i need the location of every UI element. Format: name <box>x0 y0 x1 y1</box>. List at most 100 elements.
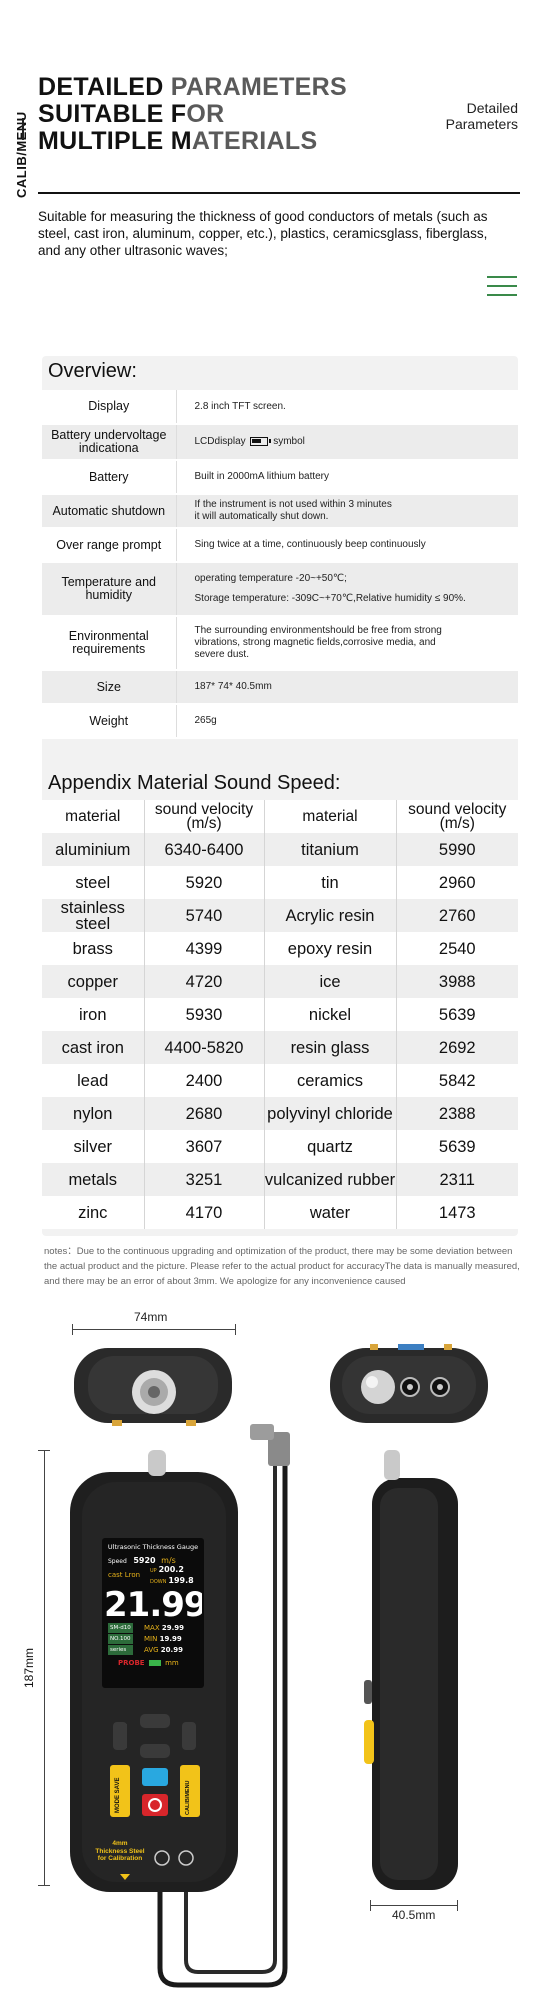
table-row: aluminium 6340-6400 titanium 5990 <box>42 833 518 866</box>
calib-menu-label: CALIB/MENU <box>185 1780 191 1815</box>
up-label: UP <box>150 1568 157 1574</box>
table-row: steel 5920 tin 2960 <box>42 866 518 899</box>
section-label: Detailed Parameters <box>445 100 518 132</box>
spec-value-part: symbol <box>273 436 305 447</box>
title-part: DETAILED <box>38 73 171 101</box>
cell: 3988 <box>438 972 476 991</box>
spec-key: Size <box>42 670 177 704</box>
table-row: Automatic shutdown If the instrument is … <box>42 494 518 528</box>
page-title: DETAILED PARAMETERS SUITABLE FOR MULTIPL… <box>38 74 347 155</box>
table-row: Environmental requirements The surroundi… <box>42 616 518 670</box>
spec-value: operating temperature -20~+50℃; Storage … <box>176 562 518 616</box>
cell: 2400 <box>144 1064 265 1097</box>
cell: water <box>264 1196 397 1229</box>
side-view-device <box>364 1450 458 1890</box>
cell: 2692 <box>438 1038 476 1057</box>
speed-unit: m/s <box>161 1556 176 1565</box>
stats-block: SM-d10 NO.100 series MAX 29.99 MIN 19.99… <box>104 1623 202 1659</box>
cell: brass <box>42 932 145 965</box>
spec-key: Over range prompt <box>42 528 177 562</box>
down-value: 199.8 <box>168 1576 194 1585</box>
calib-label-line: Thickness Steel <box>95 1847 145 1855</box>
width-dimension-line <box>72 1329 236 1330</box>
cell: 5990 <box>438 840 476 859</box>
width-dimension-label: 74mm <box>134 1310 168 1324</box>
cell: silver <box>42 1130 145 1163</box>
intro-text: Suitable for measuring the thickness of … <box>38 209 488 258</box>
cell: quartz <box>264 1130 397 1163</box>
min-label: MIN <box>144 1635 158 1643</box>
cell: 4170 <box>144 1196 265 1229</box>
depth-dimension-line <box>370 1905 458 1906</box>
cell: nylon <box>42 1097 145 1130</box>
side-label: CALIB/MENU <box>6 80 36 200</box>
title-part: ATERIALS <box>191 127 318 155</box>
battery-icon <box>148 1660 161 1666</box>
keypad <box>110 1714 200 1880</box>
cell: 2760 <box>438 906 476 925</box>
table-row: Temperature and humidity operating tempe… <box>42 562 518 616</box>
table-row: cast iron 4400-5820 resin glass 2692 <box>42 1031 518 1064</box>
cell: 5930 <box>144 998 265 1031</box>
table-row: copper 4720 ice 3988 <box>42 965 518 998</box>
cell: 3607 <box>144 1130 265 1163</box>
speed-label: Speed <box>108 1558 127 1565</box>
cell: tin <box>264 866 397 899</box>
spec-value: The surrounding environmentshould be fre… <box>194 625 442 660</box>
column-header: sound velocity (m/s) <box>408 800 507 832</box>
cell: metals <box>42 1163 145 1196</box>
cell: cast iron <box>42 1031 145 1064</box>
table-row: lead 2400 ceramics 5842 <box>42 1064 518 1097</box>
cell: Acrylic resin <box>264 899 397 932</box>
table-row: metals 3251 vulcanized rubber 2311 <box>42 1163 518 1196</box>
hamburger-menu-icon[interactable] <box>487 276 517 298</box>
cell: 4399 <box>144 932 265 965</box>
cell: epoxy resin <box>264 932 397 965</box>
mode-save-key[interactable]: MODE SAVE <box>110 1765 130 1817</box>
tag: SM-d10 <box>108 1623 133 1633</box>
unit-label: mm <box>165 1659 179 1667</box>
device-illustration <box>70 1344 488 1988</box>
down-label: DOWN <box>150 1579 167 1585</box>
dim-tick <box>235 1324 236 1335</box>
title-part: SUITABLE F <box>38 100 187 128</box>
probe-row: PROBE mm <box>104 1659 202 1667</box>
spec-value: 2.8 inch TFT screen. <box>194 400 286 412</box>
table-row: silver 3607 quartz 5639 <box>42 1130 518 1163</box>
battery-icon <box>250 436 272 446</box>
spec-key: Battery undervoltage indicationa <box>42 424 177 460</box>
cell: 2540 <box>438 939 476 958</box>
spec-key: Temperature and humidity <box>42 562 177 616</box>
cell: 4400-5820 <box>144 1031 265 1064</box>
spec-value: 187* 74* 40.5mm <box>194 681 272 692</box>
calibration-block-label: 4mm Thickness Steel for Calibration <box>88 1840 152 1863</box>
cell: ceramics <box>264 1064 397 1097</box>
column-header: sound velocity (m/s) <box>144 800 265 833</box>
spec-value: Sing twice at a time, continuously beep … <box>194 539 426 550</box>
overview-table: Display 2.8 inch TFT screen. Battery und… <box>42 390 518 739</box>
tag: NO.100 <box>108 1634 133 1644</box>
table-row: Battery Built in 2000mA lithium battery <box>42 460 518 494</box>
cell: iron <box>42 998 145 1031</box>
dim-tick <box>72 1324 73 1335</box>
table-row: nylon 2680 polyvinyl chloride 2388 <box>42 1097 518 1130</box>
table-row: brass 4399 epoxy resin 2540 <box>42 932 518 965</box>
spec-value-part: LCDdisplay <box>194 436 246 447</box>
material-row: cast Lron UP 200.2 DOWN 199.8 <box>104 1565 202 1587</box>
title-part: PARAMETERS <box>170 73 347 101</box>
dim-tick <box>370 1900 371 1911</box>
avg-value: 20.99 <box>160 1646 183 1654</box>
table-row: stainless steel 5740 Acrylic resin 2760 <box>42 899 518 932</box>
cell: steel <box>42 866 145 899</box>
spec-key: Display <box>42 390 177 424</box>
cell: vulcanized rubber <box>264 1163 397 1196</box>
spec-value: Built in 2000mA lithium battery <box>194 471 330 482</box>
dim-tick <box>457 1900 458 1911</box>
column-header: material <box>42 800 145 833</box>
appendix-title: Appendix Material Sound Speed: <box>48 772 341 794</box>
spec-value-line: Storage temperature: -309C~+70℃,Relative… <box>194 593 466 604</box>
table-row: iron 5930 nickel 5639 <box>42 998 518 1031</box>
probe-cable <box>157 1424 290 1988</box>
cell: copper <box>42 965 145 998</box>
calib-menu-key[interactable]: CALIB/MENU <box>180 1765 200 1817</box>
